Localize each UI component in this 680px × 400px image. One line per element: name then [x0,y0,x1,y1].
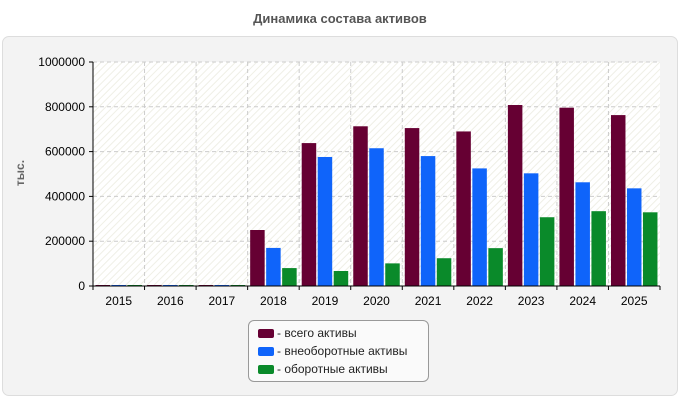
legend-swatch-total-assets [258,328,274,338]
legend-item-current-assets: - оборотные активы [258,360,428,378]
legend-swatch-current-assets [258,364,274,374]
x-tick-label: 2024 [569,294,596,308]
x-tick-label: 2016 [157,294,184,308]
legend-item-noncurrent-assets: - внеоборотные активы [258,342,428,360]
y-tick-label: 1000000 [38,55,85,69]
x-tick-label: 2023 [518,294,545,308]
bar-2022-series-0 [456,131,471,286]
axes-group [89,61,661,290]
bar-2023-series-1 [523,173,539,286]
y-tick-label: 600000 [45,145,85,159]
bar-2018-series-1 [266,247,281,286]
bar-2021-series-1 [420,156,436,286]
x-tick-label: 2020 [363,294,390,308]
bar-2021-series-2 [436,258,452,286]
legend-swatch-noncurrent-assets [258,346,274,356]
bar-2019-series-1 [317,156,333,286]
bar-2022-series-2 [488,248,503,286]
y-tick-label: 400000 [45,189,85,203]
y-axis-label: тыс. [13,160,27,186]
y-tick-label: 0 [78,279,85,293]
x-tick-label: 2025 [621,294,648,308]
x-tick-label: 2017 [209,294,236,308]
x-tick-label: 2015 [105,294,132,308]
legend-label-total-assets: - всего активы [277,326,357,340]
legend-item-total-assets: - всего активы [258,324,428,342]
legend-label-current-assets: - оборотные активы [277,362,388,376]
bar-2020-series-0 [353,126,368,287]
x-tick-label: 2018 [260,294,287,308]
bar-2024-series-1 [575,182,590,286]
bar-2020-series-1 [369,148,384,286]
bar-2024-series-2 [591,211,606,286]
bar-2025-series-0 [610,115,626,286]
x-tick-label: 2019 [312,294,339,308]
bar-2025-series-2 [642,212,658,286]
x-tick-label: 2021 [415,294,442,308]
bar-2025-series-1 [626,188,642,286]
y-tick-label: 200000 [45,234,85,248]
bar-2018-series-0 [250,230,265,286]
chart-title: Динамика состава активов [253,11,427,26]
bar-2019-series-0 [301,143,317,286]
y-tick-label: 800000 [45,100,85,114]
x-tick-labels: 2015 2016 2017 2018 2019 2020 2021 2022 2023 2024… [105,294,647,308]
bar-2019-series-2 [333,270,349,286]
bars-group [95,105,658,287]
bar-2021-series-0 [404,128,420,286]
bar-2024-series-0 [559,107,574,286]
bar-2022-series-1 [472,168,487,286]
x-tick-label: 2022 [466,294,493,308]
bar-2023-series-0 [507,105,523,287]
bar-2023-series-2 [539,217,555,286]
bar-2018-series-2 [282,268,297,286]
y-tick-labels: 0 200000 400000 600000 800000 1000000 [38,55,85,293]
bar-2020-series-2 [385,263,400,286]
legend: - всего активы - внеоборотные активы - о… [248,320,429,382]
legend-label-noncurrent-assets: - внеоборотные активы [277,344,408,358]
